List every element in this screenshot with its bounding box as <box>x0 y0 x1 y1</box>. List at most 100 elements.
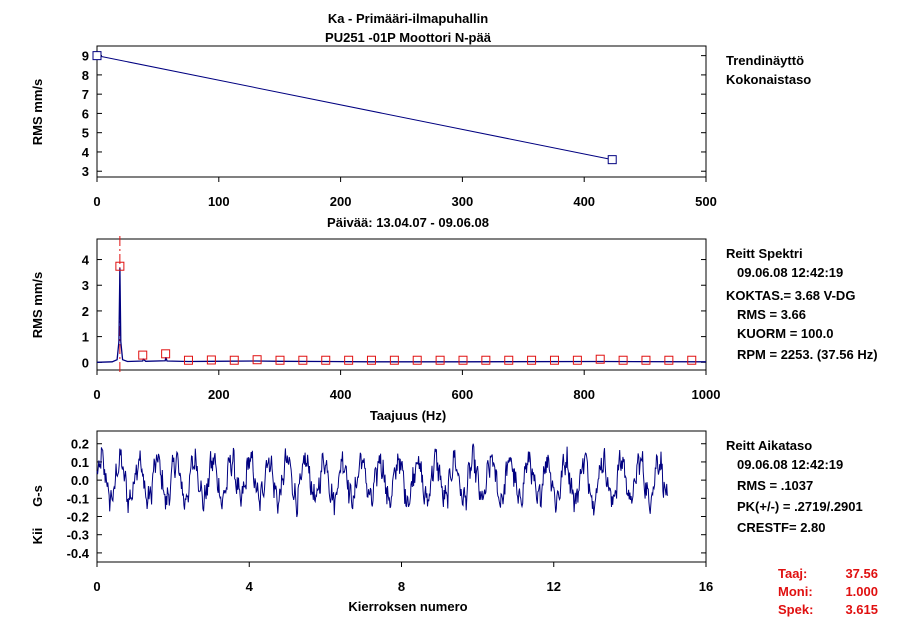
readout-spek-value: 3.615 <box>845 602 878 617</box>
waveform-plot-area <box>96 443 669 518</box>
trend-point <box>607 155 617 165</box>
trend-title: Trendinäyttö <box>726 53 804 68</box>
x-tick-label: 400 <box>330 387 352 402</box>
x-tick-label: 8 <box>398 579 405 594</box>
y-tick-label: 6 <box>82 106 89 121</box>
harmonic-marker <box>229 355 239 365</box>
header-line-2: PU251 -01P Moottori N-pää <box>325 30 492 45</box>
y-tick-label: -0.4 <box>67 546 90 561</box>
harmonic-marker <box>458 355 468 365</box>
y-tick-label: 7 <box>82 87 89 102</box>
trend-y-axis-label: RMS mm/s <box>30 79 45 145</box>
y-tick-label: 1 <box>82 330 89 345</box>
x-tick-label: 1000 <box>692 387 721 402</box>
spectrum-timestamp: 09.06.08 12:42:19 <box>737 265 843 280</box>
date-range: Päivää: 13.04.07 - 09.06.08 <box>327 215 489 230</box>
y-tick-label: 4 <box>82 253 90 268</box>
x-tick-label: 0 <box>93 194 100 209</box>
harmonic-marker <box>252 355 262 365</box>
trend-plot-area <box>92 51 617 165</box>
spectrum-y-ticks: 0 1 2 3 4 <box>82 253 706 370</box>
y-tick-label: 3 <box>82 164 89 179</box>
y-tick-label: -0.3 <box>67 528 89 543</box>
trend-line <box>96 55 613 161</box>
waveform-y-axis-sublabel: Kii <box>30 528 45 545</box>
spectrum-title: Reitt Spektri <box>726 246 803 261</box>
trend-x-ticks: 0 100 200 300 400 500 <box>93 177 717 209</box>
x-tick-label: 500 <box>695 194 717 209</box>
readout-moni-label: Moni: <box>778 584 813 599</box>
waveform-x-axis-label: Kierroksen numero <box>348 599 467 614</box>
harmonic-marker <box>664 355 674 365</box>
x-tick-label: 200 <box>330 194 352 209</box>
x-tick-label: 0 <box>93 579 100 594</box>
harmonic-marker <box>618 355 628 365</box>
waveform-peak: PK(+/-) = .2719/.2901 <box>737 499 863 514</box>
harmonic-marker <box>412 355 422 365</box>
trend-y-ticks: 3 4 5 6 7 8 9 <box>82 49 706 179</box>
spectrum-plot-frame <box>96 238 707 371</box>
readout-taaj-value: 37.56 <box>845 566 878 581</box>
harmonic-marker <box>275 355 285 365</box>
harmonic-marker <box>366 355 376 365</box>
y-tick-label: 4 <box>82 145 90 160</box>
spectrum-line <box>96 268 707 363</box>
cursor-readout: Taaj: 37.56 Moni: 1.000 Spek: 3.615 <box>778 566 878 617</box>
y-tick-label: 0 <box>82 355 89 370</box>
y-tick-label: 9 <box>82 49 89 64</box>
y-tick-label: 3 <box>82 278 89 293</box>
harmonic-marker <box>183 355 193 365</box>
readout-moni-value: 1.000 <box>845 584 878 599</box>
spectrum-load: KUORM = 100.0 <box>737 326 833 341</box>
harmonic-marker <box>206 355 216 365</box>
y-tick-label: 0.2 <box>71 437 89 452</box>
spectrum-rpm: RPM = 2253. (37.56 Hz) <box>737 347 878 362</box>
harmonic-marker <box>344 355 354 365</box>
spectrum-rms: RMS = 3.66 <box>737 307 806 322</box>
waveform-crest-factor: CRESTF= 2.80 <box>737 520 826 535</box>
header-line-1: Ka - Primääri-ilmapuhallin <box>328 11 488 26</box>
x-tick-label: 100 <box>208 194 230 209</box>
harmonic-marker <box>687 355 697 365</box>
x-tick-label: 4 <box>246 579 254 594</box>
harmonic-marker <box>504 355 514 365</box>
y-tick-label: 5 <box>82 126 89 141</box>
x-tick-label: 400 <box>573 194 595 209</box>
trend-subtitle: Kokonaistaso <box>726 72 811 87</box>
x-tick-label: 12 <box>547 579 561 594</box>
spectrum-panel: RMS mm/s 0 1 2 3 4 0 200 400 600 800 1000 Taajuus… <box>30 236 878 423</box>
harmonic-marker <box>435 355 445 365</box>
spectrum-x-ticks: 0 200 400 600 800 1000 <box>93 370 720 402</box>
x-tick-label: 0 <box>93 387 100 402</box>
spectrum-plot-area <box>96 236 707 373</box>
spectrum-x-axis-label: Taajuus (Hz) <box>370 408 446 423</box>
spectrum-overall-level: KOKTAS.= 3.68 V-DG <box>726 288 855 303</box>
x-tick-label: 16 <box>699 579 713 594</box>
spectrum-y-axis-label: RMS mm/s <box>30 272 45 338</box>
waveform-rms: RMS = .1037 <box>737 478 813 493</box>
waveform-x-ticks: 0 4 8 12 16 <box>93 562 713 594</box>
readout-taaj-label: Taaj: <box>778 566 807 581</box>
x-tick-label: 200 <box>208 387 230 402</box>
waveform-y-axis-label: G-s <box>30 485 45 507</box>
harmonic-marker <box>298 355 308 365</box>
trend-plot-frame <box>96 45 707 178</box>
waveform-panel: G-s Kii 0.2 0.1 0.0 -0.1 -0.2 -0.3 -0.4 0 4 8 12 1… <box>30 430 863 614</box>
harmonic-marker <box>641 355 651 365</box>
waveform-timestamp: 09.06.08 12:42:19 <box>737 457 843 472</box>
harmonic-marker <box>161 349 171 359</box>
waveform-y-ticks: 0.2 0.1 0.0 -0.1 -0.2 -0.3 -0.4 <box>67 437 706 561</box>
harmonic-marker <box>549 355 559 365</box>
harmonic-marker <box>389 355 399 365</box>
trend-panel: RMS mm/s 3 4 5 6 7 8 9 0 100 200 300 400 500 Trendi… <box>30 45 811 230</box>
y-tick-label: -0.1 <box>67 491 89 506</box>
harmonic-marker <box>595 354 605 364</box>
y-tick-label: 2 <box>82 304 89 319</box>
x-tick-label: 600 <box>452 387 474 402</box>
y-tick-label: 0.1 <box>71 455 89 470</box>
y-tick-label: 8 <box>82 68 89 83</box>
readout-spek-label: Spek: <box>778 602 813 617</box>
waveform-line <box>96 443 669 518</box>
harmonic-marker <box>321 355 331 365</box>
